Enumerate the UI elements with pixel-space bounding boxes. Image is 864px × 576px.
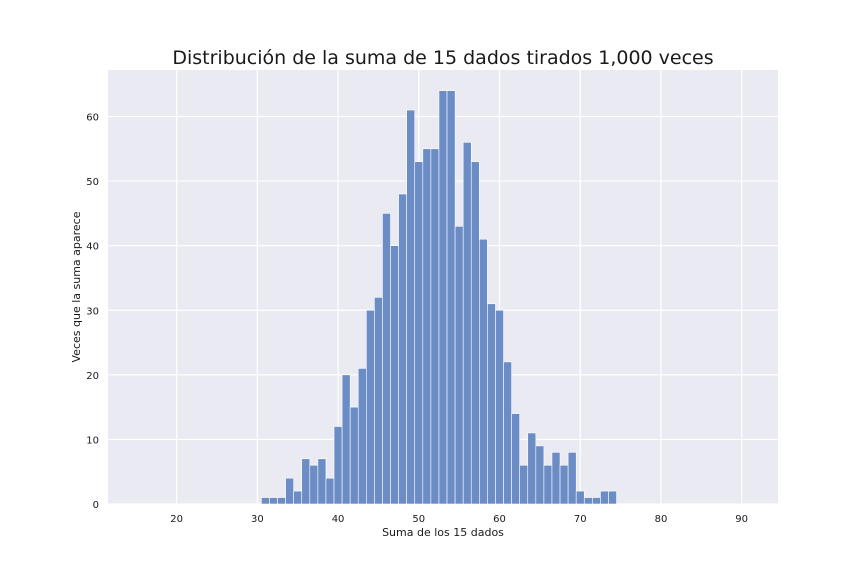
histogram-bar bbox=[462, 142, 472, 505]
histogram-bar bbox=[495, 309, 504, 505]
x-axis-label: Suma de los 15 dados bbox=[382, 526, 504, 539]
y-tick-label: 40 bbox=[86, 242, 99, 253]
histogram-bar bbox=[406, 109, 416, 505]
histogram-bar bbox=[608, 490, 617, 505]
x-tick-labels: 20 30 40 50 60 70 80 90 bbox=[170, 514, 748, 525]
histogram-bar bbox=[592, 497, 601, 505]
histogram-bar bbox=[575, 490, 585, 505]
histogram-bar bbox=[454, 225, 464, 505]
histogram-bar bbox=[559, 464, 569, 505]
histogram-bar bbox=[422, 148, 432, 505]
x-tick-label: 40 bbox=[332, 514, 345, 525]
histogram-bar bbox=[309, 464, 319, 505]
x-tick-label: 20 bbox=[170, 514, 183, 525]
histogram-bar bbox=[374, 297, 383, 505]
x-tick-label: 70 bbox=[574, 514, 587, 525]
histogram-bar bbox=[600, 490, 609, 505]
x-tick-label: 90 bbox=[735, 514, 748, 525]
histogram-bar bbox=[357, 368, 367, 505]
histogram-bar bbox=[293, 490, 303, 505]
y-tick-label: 30 bbox=[86, 306, 99, 317]
histogram-bar bbox=[551, 452, 561, 505]
histogram-bar bbox=[301, 458, 311, 505]
histogram-bar bbox=[414, 161, 424, 505]
histogram-bar bbox=[277, 497, 286, 505]
x-tick-label: 50 bbox=[412, 514, 425, 525]
x-tick-label: 60 bbox=[493, 514, 506, 525]
y-tick-label: 0 bbox=[93, 500, 99, 511]
histogram-bar bbox=[366, 309, 375, 505]
x-tick-label: 80 bbox=[655, 514, 668, 525]
histogram-bar bbox=[325, 477, 335, 505]
histogram-bar bbox=[519, 464, 529, 505]
y-tick-label: 60 bbox=[86, 113, 99, 124]
histogram-bar bbox=[543, 464, 553, 505]
histogram-bar bbox=[438, 90, 448, 505]
y-tick-labels: 0 10 20 30 40 50 60 bbox=[86, 113, 99, 512]
histogram-bar bbox=[333, 426, 343, 505]
y-tick-label: 20 bbox=[86, 371, 99, 382]
histogram-bar bbox=[567, 452, 577, 505]
histogram-bar bbox=[349, 406, 359, 505]
histogram-bar bbox=[535, 445, 545, 505]
histogram-bar bbox=[470, 161, 480, 505]
histogram-bar bbox=[390, 245, 399, 505]
histogram-bar bbox=[583, 497, 593, 505]
histogram-bar bbox=[261, 497, 270, 505]
histogram-bars bbox=[261, 90, 617, 505]
y-tick-label: 10 bbox=[86, 435, 99, 446]
histogram-bar bbox=[398, 193, 407, 505]
histogram-bar bbox=[487, 303, 496, 505]
histogram-bar bbox=[430, 148, 440, 505]
histogram-bar bbox=[527, 432, 537, 505]
x-tick-label: 30 bbox=[251, 514, 264, 525]
histogram-bar bbox=[285, 477, 294, 505]
histogram-bar bbox=[341, 374, 351, 505]
histogram-bar bbox=[317, 458, 327, 505]
histogram-bar bbox=[382, 213, 391, 505]
histogram-bar bbox=[503, 361, 512, 505]
histogram-bar bbox=[479, 238, 488, 505]
chart-title: Distribución de la suma de 15 dados tira… bbox=[172, 47, 713, 69]
y-axis-label: Veces que la suma aparece bbox=[70, 211, 83, 362]
histogram-bar bbox=[446, 90, 456, 505]
histogram-bar bbox=[269, 497, 278, 505]
histogram-bar bbox=[511, 413, 520, 505]
y-tick-label: 50 bbox=[86, 177, 99, 188]
